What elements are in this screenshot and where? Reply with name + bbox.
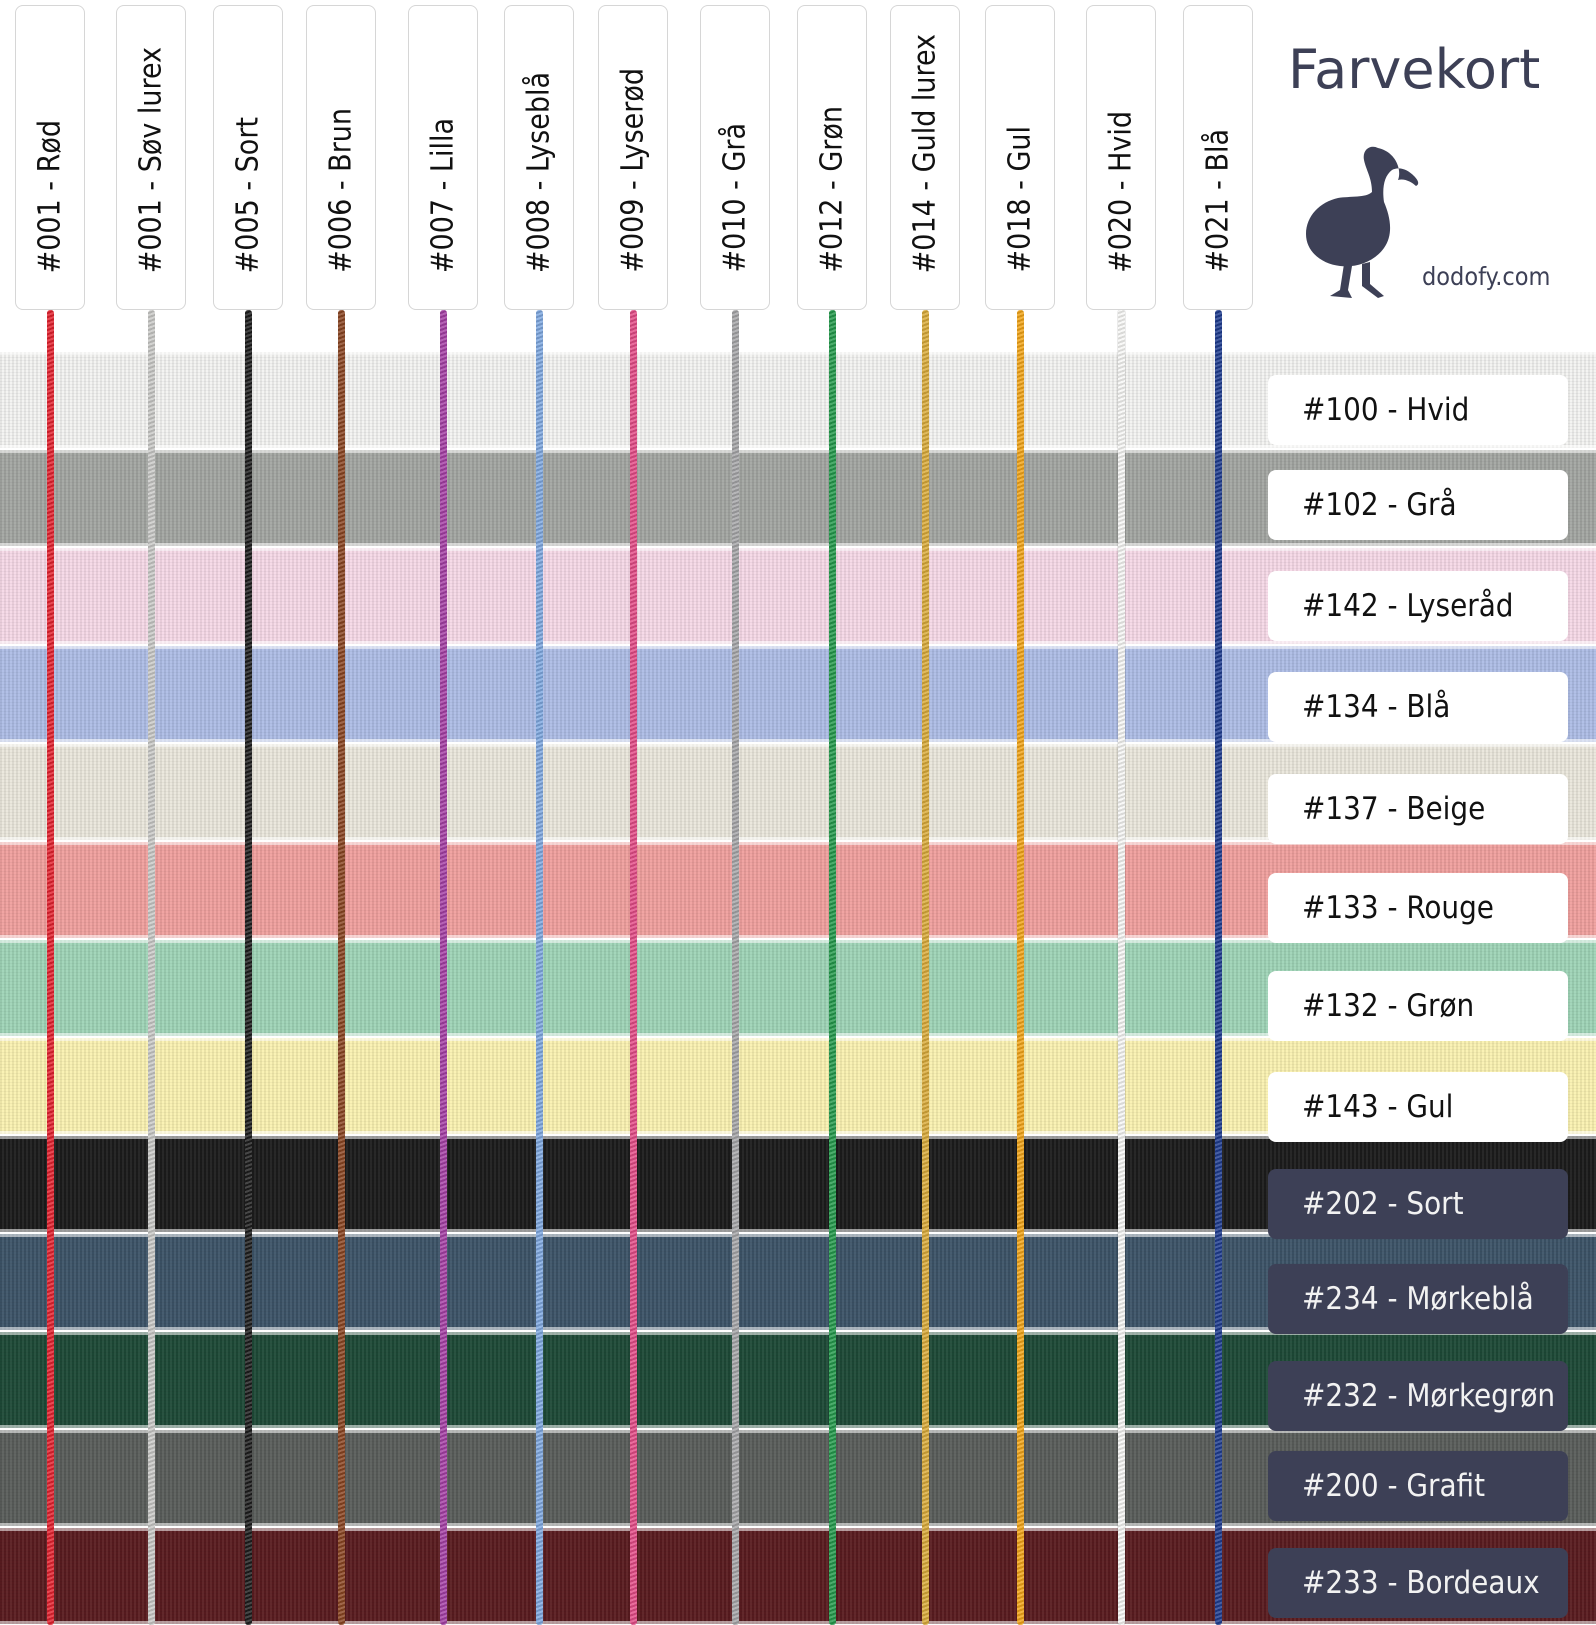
- ribbon-label: #233 - Bordeaux: [1268, 1548, 1568, 1618]
- thread-tag: #009 - Lyserød: [598, 5, 668, 310]
- thread-label: #009 - Lyserød: [615, 68, 651, 273]
- thread-cord: [244, 310, 252, 1625]
- thread-tag: #001 - Søv lurex: [116, 5, 186, 310]
- thread-label: #005 - Sort: [230, 116, 266, 273]
- thread-label: #001 - Rød: [32, 119, 68, 273]
- thread-label: #018 - Gul: [1002, 126, 1038, 273]
- thread-cord: [337, 310, 345, 1625]
- thread-label: #020 - Hvid: [1103, 111, 1139, 273]
- thread-tag: #001 - Rød: [15, 5, 85, 310]
- thread-label: #001 - Søv lurex: [133, 46, 169, 273]
- thread-cord: [629, 310, 637, 1625]
- thread-cord: [535, 310, 543, 1625]
- thread-cord: [1214, 310, 1222, 1625]
- thread-tag: #007 - Lilla: [408, 5, 478, 310]
- thread-tag: #008 - Lyseblå: [504, 5, 574, 310]
- page-title: Farvekort: [1288, 38, 1541, 101]
- thread-tag: #010 - Grå: [700, 5, 770, 310]
- ribbon-label: #134 - Blå: [1268, 672, 1568, 742]
- thread-tag: #005 - Sort: [213, 5, 283, 310]
- ribbon-label: #137 - Beige: [1268, 774, 1568, 844]
- dodo-bird-icon: [1306, 146, 1419, 298]
- thread-label: #012 - Grøn: [814, 106, 850, 273]
- thread-cord: [828, 310, 836, 1625]
- thread-tag: #014 - Guld lurex: [890, 5, 960, 310]
- thread-tag: #021 - Blå: [1183, 5, 1253, 310]
- brand-url: dodofy.com: [1422, 262, 1551, 291]
- ribbon-label: #142 - Lyseråd: [1268, 571, 1568, 641]
- ribbon-label: #132 - Grøn: [1268, 971, 1568, 1041]
- thread-label: #006 - Brun: [323, 108, 359, 273]
- thread-label: #021 - Blå: [1200, 129, 1236, 273]
- thread-label: #010 - Grå: [717, 123, 753, 273]
- thread-cord: [1117, 310, 1125, 1625]
- thread-cord: [439, 310, 447, 1625]
- thread-cord: [46, 310, 54, 1625]
- thread-label: #007 - Lilla: [425, 117, 461, 273]
- thread-tag: #012 - Grøn: [797, 5, 867, 310]
- ribbon-label: #133 - Rouge: [1268, 873, 1568, 943]
- ribbon-label: #102 - Grå: [1268, 470, 1568, 540]
- thread-label: #014 - Guld lurex: [907, 33, 943, 273]
- ribbon-label: #232 - Mørkegrøn: [1268, 1361, 1568, 1431]
- thread-cord: [921, 310, 929, 1625]
- thread-tag: #006 - Brun: [306, 5, 376, 310]
- thread-label: #008 - Lyseblå: [521, 71, 557, 273]
- thread-cord: [731, 310, 739, 1625]
- ribbon-label: #100 - Hvid: [1268, 375, 1568, 445]
- ribbon-label: #234 - Mørkeblå: [1268, 1264, 1568, 1334]
- thread-cord: [147, 310, 155, 1625]
- thread-tag: #018 - Gul: [985, 5, 1055, 310]
- ribbon-label: #143 - Gul: [1268, 1072, 1568, 1142]
- ribbon-label: #200 - Grafit: [1268, 1451, 1568, 1521]
- thread-cord: [1016, 310, 1024, 1625]
- ribbon-label: #202 - Sort: [1268, 1169, 1568, 1239]
- thread-tag: #020 - Hvid: [1086, 5, 1156, 310]
